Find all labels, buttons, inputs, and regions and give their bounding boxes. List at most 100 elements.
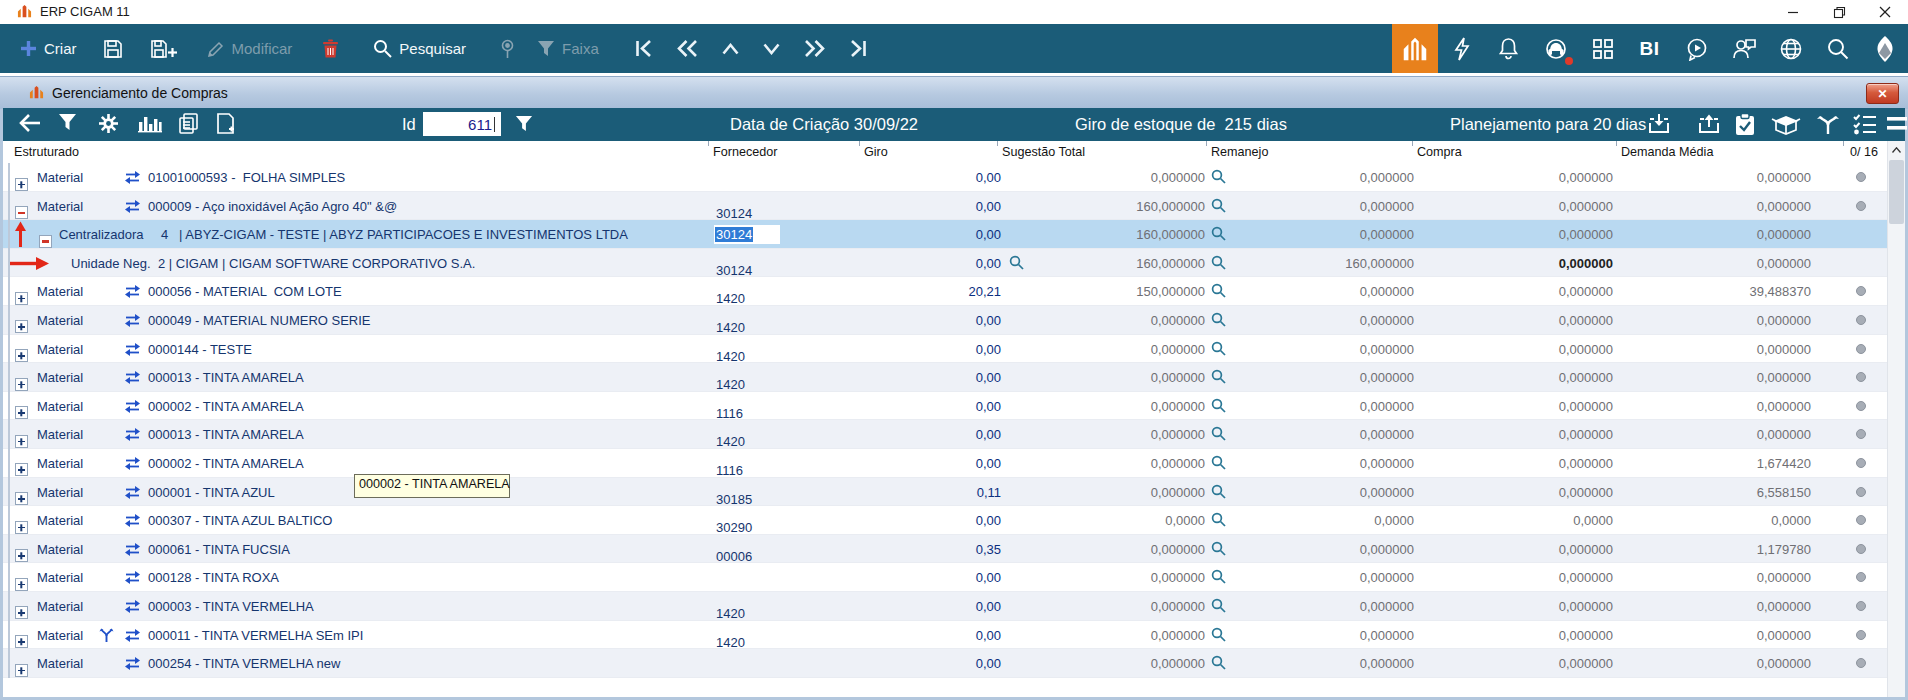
table-row[interactable]: Material 000009 - Aço inoxidável Ação Ag…: [3, 192, 1888, 221]
back-arrow-icon[interactable]: [17, 113, 41, 133]
next-page-icon[interactable]: [804, 40, 825, 57]
support-headset-icon[interactable]: [1532, 24, 1579, 73]
col-demanda[interactable]: Demanda Média: [1621, 145, 1713, 159]
split-arrows-icon[interactable]: [1815, 113, 1841, 135]
faixa-button[interactable]: Faixa: [537, 40, 599, 57]
first-page-icon[interactable]: [635, 40, 653, 57]
gear-icon[interactable]: [98, 113, 119, 134]
table-row[interactable]: Material 000254 - TINTA VERMELHA new 0,0…: [3, 649, 1888, 678]
prev-page-icon[interactable]: [677, 40, 698, 57]
sugestao-search-icon[interactable]: [1211, 569, 1226, 584]
sugestao-search-icon[interactable]: [1211, 627, 1226, 642]
fornecedor-cell[interactable]: 30124: [714, 225, 780, 244]
col-fornecedor[interactable]: Fornecedor: [713, 145, 777, 159]
sugestao-search-icon[interactable]: [1211, 484, 1226, 499]
vertical-scrollbar[interactable]: [1887, 141, 1905, 697]
table-row[interactable]: Material 0000144 - TESTE 1420 0,00 0,000…: [3, 335, 1888, 364]
table-row[interactable]: Material 000307 - TINTA AZUL BALTICO 302…: [3, 506, 1888, 535]
criar-button[interactable]: Criar: [20, 40, 77, 57]
filter-funnel-icon[interactable]: [58, 113, 77, 132]
sugestao-search-icon[interactable]: [1211, 541, 1226, 556]
scrollbar-thumb[interactable]: [1889, 160, 1904, 224]
save-new-button[interactable]: [151, 39, 177, 59]
sugestao-search-icon[interactable]: [1211, 255, 1226, 270]
col-compra[interactable]: Compra: [1417, 145, 1462, 159]
notifications-bell-icon[interactable]: [1485, 24, 1532, 73]
down-icon[interactable]: [763, 43, 780, 55]
table-row[interactable]: Material 000003 - TINTA VERMELHA 1420 0,…: [3, 592, 1888, 621]
bar-chart-icon[interactable]: [138, 113, 162, 133]
inner-close-button[interactable]: ✕: [1866, 83, 1899, 104]
sugestao-search-icon[interactable]: [1211, 398, 1226, 413]
table-row[interactable]: Centralizadora 4 | ABYZ-CIGAM - TESTE | …: [3, 220, 1888, 249]
row-type-label: Material: [37, 170, 83, 185]
close-icon[interactable]: [1862, 0, 1908, 24]
sugestao-search-icon[interactable]: [1211, 369, 1226, 384]
media-chat-icon[interactable]: [1673, 24, 1720, 73]
table-row[interactable]: Material 000011 - TINTA VERMELHA SEm IPI…: [3, 621, 1888, 650]
quick-actions-icon[interactable]: [1438, 24, 1485, 73]
sugestao-search-icon[interactable]: [1211, 455, 1226, 470]
sugestao-search-icon[interactable]: [1211, 312, 1226, 327]
col-giro[interactable]: Giro: [864, 145, 888, 159]
sugestao-search-icon[interactable]: [1211, 512, 1226, 527]
pin-button[interactable]: [500, 39, 515, 59]
cigam-logo-icon[interactable]: [1861, 24, 1908, 73]
col-estruturado[interactable]: Estruturado: [14, 145, 79, 159]
minimize-icon[interactable]: [1770, 0, 1816, 24]
table-row[interactable]: Material 000002 - TINTA AMARELA 1116 0,0…: [3, 449, 1888, 478]
table-row[interactable]: Material 000049 - MATERIAL NUMERO SERIE …: [3, 306, 1888, 335]
clipboard-check-icon[interactable]: [1735, 113, 1755, 136]
globe-icon[interactable]: [1767, 24, 1814, 73]
table-row[interactable]: Material 000002 - TINTA AMARELA 1116 0,0…: [3, 392, 1888, 421]
last-page-icon[interactable]: [849, 40, 867, 57]
pesquisar-button[interactable]: Pesquisar: [373, 39, 466, 58]
download-icon[interactable]: [1647, 113, 1671, 135]
table-row[interactable]: Material 000128 - TINTA ROXA 0,00 0,0000…: [3, 563, 1888, 592]
id-filter-funnel-icon[interactable]: [515, 115, 533, 133]
giro-search-icon[interactable]: [1009, 255, 1024, 270]
table-row[interactable]: Material 000013 - TINTA AMARELA 1420 0,0…: [3, 420, 1888, 449]
compra-value: 0,000000: [1453, 485, 1613, 500]
table-row[interactable]: Material 000061 - TINTA FUCSIA 00006 0,3…: [3, 535, 1888, 564]
box-icon[interactable]: [1771, 113, 1801, 135]
table-row[interactable]: Unidade Neg. 2 | CIGAM | CIGAM SOFTWARE …: [3, 249, 1888, 278]
copy-icon[interactable]: [178, 113, 200, 134]
cigam-home-icon[interactable]: [1392, 24, 1438, 73]
table-row[interactable]: Material 01001000593 - FOLHA SIMPLES 0,0…: [3, 163, 1888, 192]
remanejo-value: 160,000000: [1253, 256, 1414, 271]
table-row[interactable]: Material 000001 - TINTA AZUL 30185 0,11 …: [3, 478, 1888, 507]
scroll-up-icon[interactable]: [1888, 141, 1905, 159]
modificar-button[interactable]: Modificar: [207, 40, 293, 58]
person-chat-icon[interactable]: [1720, 24, 1767, 73]
checklist-icon[interactable]: [1853, 113, 1877, 135]
sugestao-search-icon[interactable]: [1211, 655, 1226, 670]
global-search-icon[interactable]: [1814, 24, 1861, 73]
apps-grid-icon[interactable]: [1579, 24, 1626, 73]
row-type-label: Material: [37, 628, 83, 643]
sugestao-search-icon[interactable]: [1211, 169, 1226, 184]
sugestao-search-icon[interactable]: [1211, 426, 1226, 441]
sugestao-search-icon[interactable]: [1211, 341, 1226, 356]
up-icon[interactable]: [722, 43, 739, 55]
fornecedor-value: 00006: [716, 549, 752, 564]
col-sugestao[interactable]: Sugestão Total: [1002, 145, 1085, 159]
item-description: 000001 - TINTA AZUL: [148, 485, 275, 500]
sugestao-search-icon[interactable]: [1211, 283, 1226, 298]
delete-button[interactable]: [322, 39, 339, 58]
upload-icon[interactable]: [1697, 113, 1721, 135]
save-button[interactable]: [103, 39, 123, 59]
sugestao-search-icon[interactable]: [1211, 226, 1226, 241]
restore-icon[interactable]: [1816, 0, 1862, 24]
sugestao-search-icon[interactable]: [1211, 198, 1226, 213]
save-icon: [103, 39, 123, 59]
table-row[interactable]: Material 000056 - MATERIAL COM LOTE 1420…: [3, 277, 1888, 306]
transfer-arrows-icon: [125, 600, 140, 613]
menu-icon[interactable]: [1887, 117, 1907, 131]
sugestao-search-icon[interactable]: [1211, 598, 1226, 613]
bi-button[interactable]: BI: [1626, 24, 1673, 73]
col-remanejo[interactable]: Remanejo: [1211, 145, 1268, 159]
page-add-icon[interactable]: [216, 113, 235, 134]
id-input[interactable]: 611: [423, 112, 501, 136]
table-row[interactable]: Material 000013 - TINTA AMARELA 1420 0,0…: [3, 363, 1888, 392]
